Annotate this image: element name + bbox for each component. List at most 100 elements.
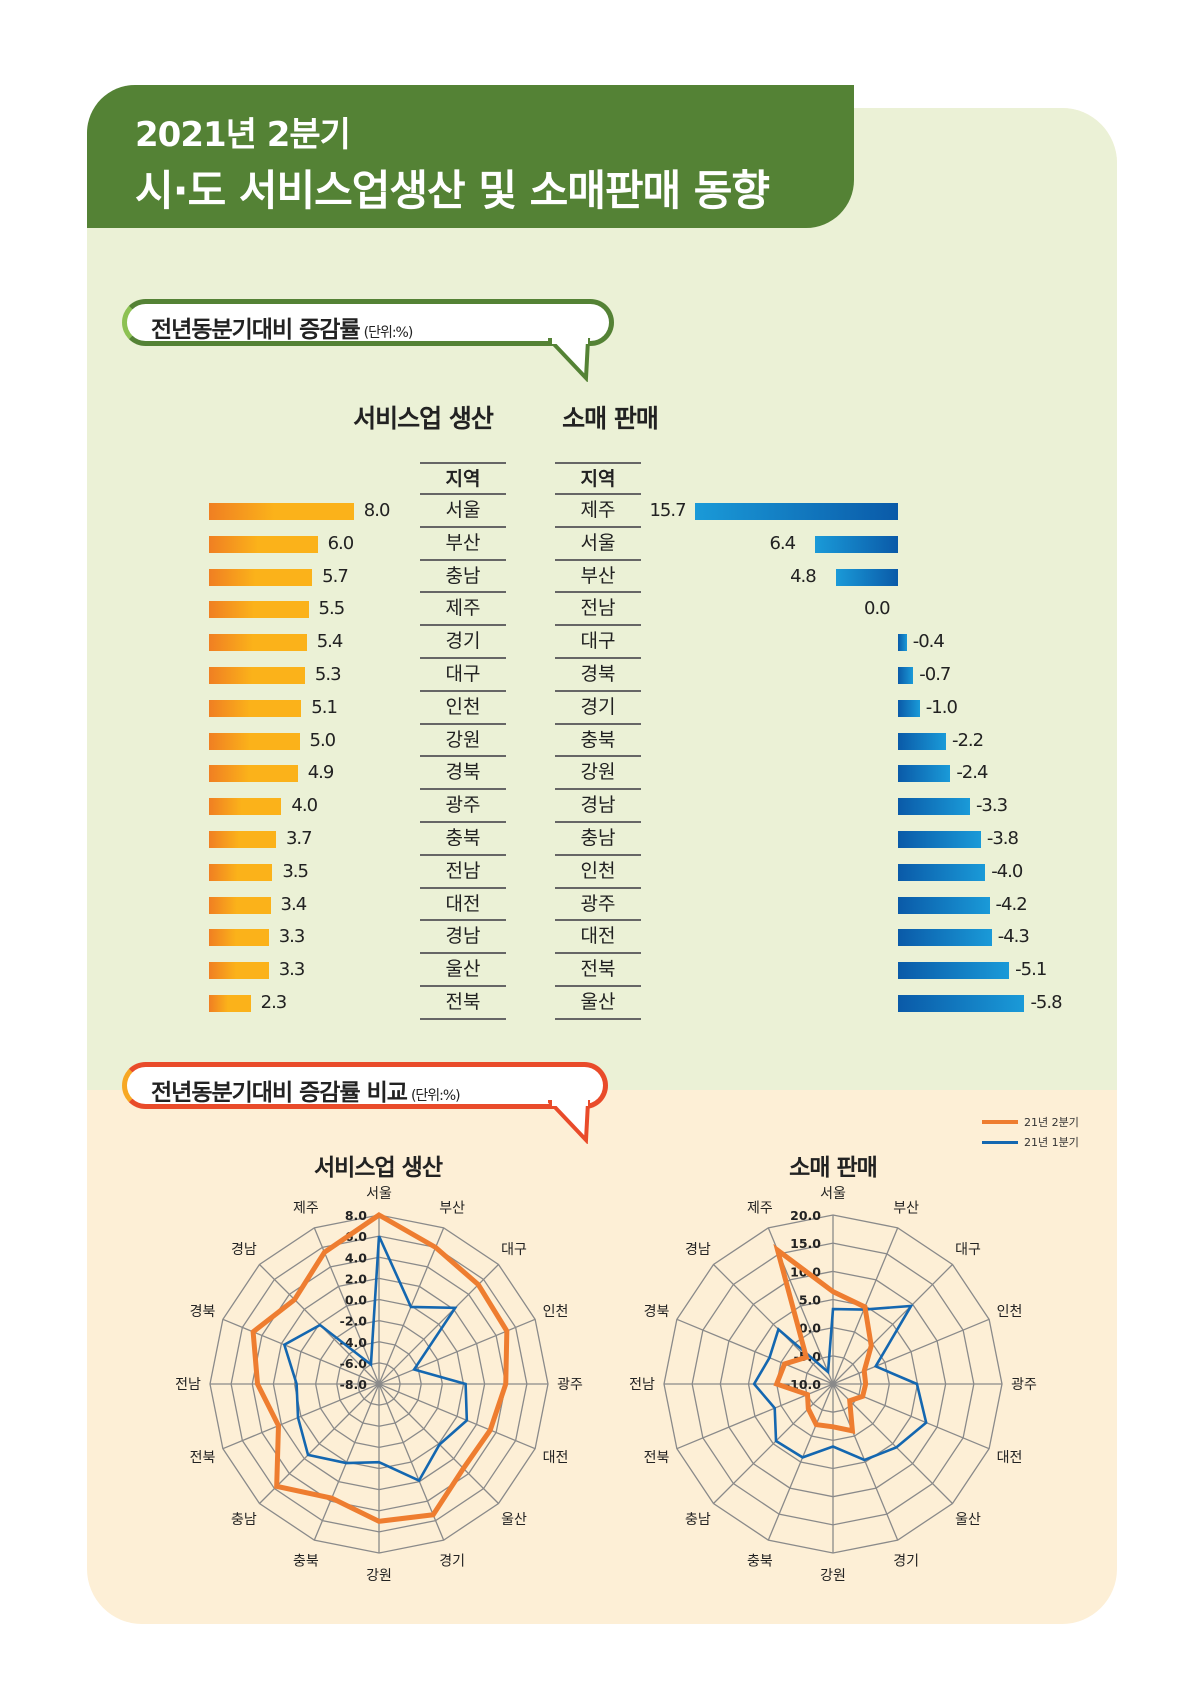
radar-axis-label: 인천 xyxy=(997,1304,1023,1320)
retail-bar xyxy=(815,535,898,553)
service-bar xyxy=(209,535,318,553)
service-bar xyxy=(209,765,298,783)
service-bar xyxy=(209,929,269,947)
service-value-label: 5.7 xyxy=(322,565,349,587)
radar-spoke xyxy=(832,1383,953,1504)
service-bar xyxy=(209,503,354,520)
service-value-label: 8.0 xyxy=(363,500,391,521)
service-bar xyxy=(209,568,313,586)
radar-series-q1 xyxy=(282,1235,469,1483)
region-cell: 전북 xyxy=(555,954,641,987)
service-bar xyxy=(209,995,251,1012)
retail-bar xyxy=(898,634,907,652)
radar-axis-label: 광주 xyxy=(1011,1377,1037,1393)
service-value-label: 6.0 xyxy=(327,532,355,554)
radar-axis-label: 전북 xyxy=(644,1450,670,1466)
radar-axis-label: 대구 xyxy=(501,1242,527,1258)
radar-tick-label: 8.0 xyxy=(345,1208,367,1223)
service-value-label: 5.0 xyxy=(309,729,337,751)
radar-axis-label: 전북 xyxy=(190,1450,216,1466)
radar-tick-label: 15.0 xyxy=(790,1236,821,1251)
region-cell: 울산 xyxy=(555,987,641,1020)
region-header: 지역 xyxy=(555,462,641,495)
retail-bar xyxy=(898,831,981,848)
region-header: 지역 xyxy=(420,462,506,495)
retail-bar xyxy=(695,503,898,520)
radar-tick-label: -8.0 xyxy=(340,1377,368,1392)
radar-series-q2 xyxy=(773,1243,874,1434)
region-cell: 광주 xyxy=(555,889,641,922)
legend-swatch xyxy=(982,1140,1018,1144)
radar-axis-label: 제주 xyxy=(747,1201,773,1217)
region-cell: 강원 xyxy=(555,757,641,791)
radar-axis-label: 대전 xyxy=(997,1450,1023,1466)
radar-spoke xyxy=(713,1264,834,1385)
region-cell: 충북 xyxy=(420,823,506,856)
service-bar xyxy=(209,962,269,980)
radar-spoke xyxy=(832,1318,990,1385)
radar-axis-label: 울산 xyxy=(501,1512,527,1528)
retail-value-label: 4.8 xyxy=(790,565,817,587)
retail-value-label: -0.7 xyxy=(919,664,951,685)
radar-spoke xyxy=(832,1383,899,1541)
retail-heading: 소매 판매 xyxy=(562,404,659,433)
retail-value-label: -5.8 xyxy=(1030,992,1062,1013)
radar-spoke xyxy=(259,1383,380,1504)
legend-item-q2: 21년 2분기 xyxy=(982,1112,1079,1132)
radar-spoke xyxy=(222,1383,380,1450)
service-value-label: 5.4 xyxy=(316,631,344,653)
radar-axis-label: 서울 xyxy=(820,1186,846,1202)
radar-axis-label: 인천 xyxy=(543,1304,569,1320)
region-cell: 충남 xyxy=(555,823,641,856)
service-value-label: 4.9 xyxy=(307,762,335,784)
retail-bar xyxy=(898,929,992,947)
radar-axis-label: 부산 xyxy=(439,1201,465,1217)
radar-tick-label: 0.0 xyxy=(799,1321,821,1336)
radar-axis-label: 제주 xyxy=(293,1201,319,1217)
region-cell: 충북 xyxy=(555,725,641,758)
region-cell: 인천 xyxy=(555,856,641,889)
radar-axis-label: 전남 xyxy=(629,1377,655,1393)
radar-axis-label: 충북 xyxy=(293,1553,319,1569)
section1-title: 전년동분기대비 증감률 (단위:%) xyxy=(151,310,414,344)
region-cell: 대전 xyxy=(420,889,506,922)
radar-tick-label: -6.0 xyxy=(340,1356,368,1371)
retail-value-label: -4.3 xyxy=(997,926,1030,948)
radar-tick-label: 0.0 xyxy=(345,1293,367,1308)
region-cell: 인천 xyxy=(420,692,506,725)
service-value-label: 3.7 xyxy=(285,828,313,849)
retail-value-label: -1.0 xyxy=(925,696,958,718)
radar-axis-label: 강원 xyxy=(366,1568,392,1584)
retail-value-label: -3.3 xyxy=(975,795,1008,817)
radar-axis-label: 경남 xyxy=(685,1242,711,1258)
radar-axis-label: 부산 xyxy=(893,1201,919,1217)
radar-spoke xyxy=(767,1383,834,1541)
service-value-label: 5.3 xyxy=(314,664,342,685)
radar-axis-label: 대전 xyxy=(543,1450,569,1466)
service-bar xyxy=(209,798,282,816)
region-cell: 경남 xyxy=(420,921,506,955)
region-cell: 경기 xyxy=(420,626,506,659)
title-banner: 2021년 2분기 시·도 서비스업생산 및 소매판매 동향 xyxy=(87,85,854,228)
retail-bar xyxy=(898,863,986,881)
retail-bar xyxy=(898,896,990,914)
service-value-label: 4.0 xyxy=(291,795,318,817)
section1-unit: (단위:%) xyxy=(363,325,414,341)
service-bar xyxy=(209,831,276,848)
radar-tick-label: 4.0 xyxy=(345,1250,367,1265)
radar-series-q2 xyxy=(250,1212,510,1524)
retail-value-label: -4.2 xyxy=(995,893,1028,915)
radar2-title: 소매 판매 xyxy=(789,1155,878,1181)
retail-bar xyxy=(898,699,920,717)
region-cell: 제주 xyxy=(420,593,506,627)
service-value-label: 2.3 xyxy=(260,992,288,1013)
title-line1: 2021년 2분기 xyxy=(135,115,351,155)
retail-bar xyxy=(898,732,946,750)
retail-bar xyxy=(898,667,914,684)
legend-item-q1: 21년 1분기 xyxy=(982,1132,1079,1152)
region-cell: 강원 xyxy=(420,725,506,758)
radar-axis-label: 충북 xyxy=(747,1553,773,1569)
region-cell: 전남 xyxy=(420,856,506,889)
section2-unit: (단위:%) xyxy=(410,1088,461,1104)
